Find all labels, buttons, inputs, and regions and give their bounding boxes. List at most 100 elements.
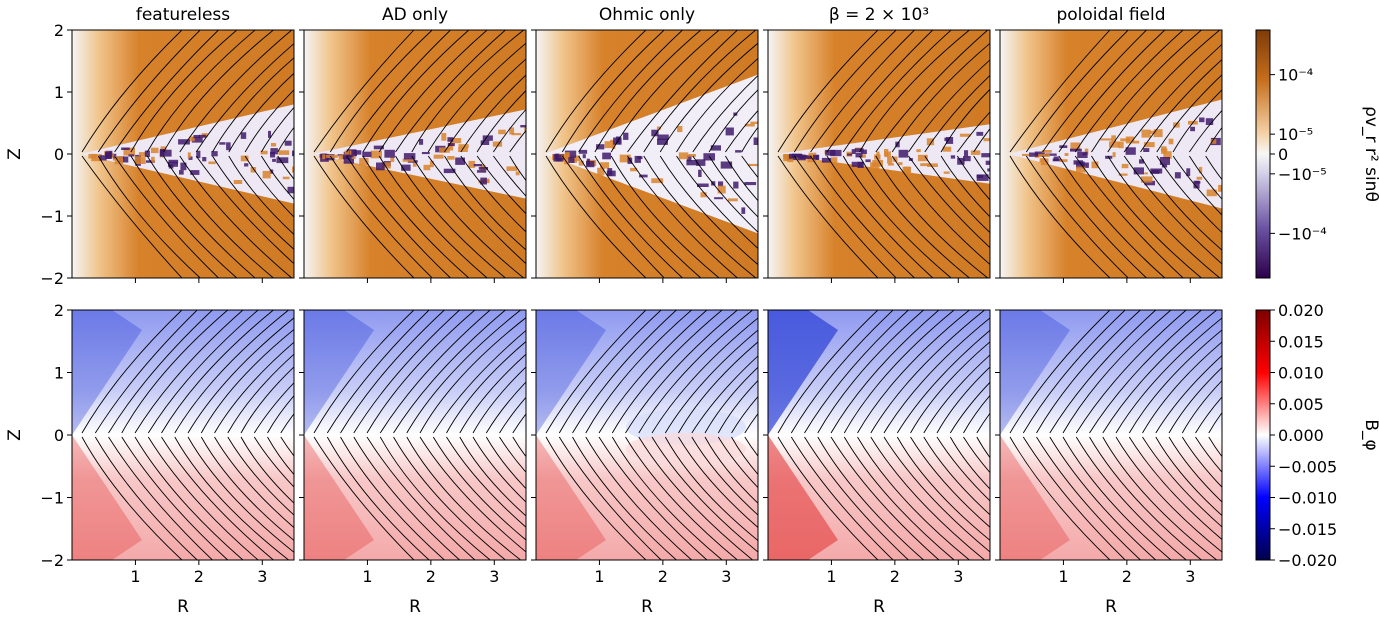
flow-cell bbox=[338, 154, 345, 160]
field-line bbox=[859, 155, 970, 278]
x-tick-label: 1 bbox=[1058, 567, 1068, 586]
field-line bbox=[195, 43, 294, 153]
field-line bbox=[460, 155, 526, 233]
flow-cell bbox=[322, 154, 326, 160]
flow-cell bbox=[718, 181, 724, 187]
field-line bbox=[1075, 436, 1187, 560]
flow-cell bbox=[191, 137, 203, 143]
field-line bbox=[572, 436, 677, 560]
field-line bbox=[326, 436, 430, 560]
flow-cell bbox=[578, 160, 584, 166]
field-line bbox=[1009, 30, 1111, 153]
disk-region bbox=[312, 109, 526, 199]
field-line bbox=[378, 155, 488, 278]
field-line bbox=[558, 436, 662, 560]
field-line bbox=[558, 310, 662, 434]
flow-cell bbox=[208, 161, 216, 165]
flow-cell bbox=[441, 133, 447, 141]
field-line bbox=[678, 436, 758, 529]
field-line bbox=[857, 436, 970, 560]
flow-cell bbox=[1125, 147, 1136, 155]
disk-region bbox=[80, 104, 294, 204]
flow-cell bbox=[198, 134, 207, 138]
colorbar-label: B_φ bbox=[1361, 419, 1379, 450]
x-tick-label: 2 bbox=[1122, 567, 1132, 586]
colorbar-tick-label: 0.005 bbox=[1278, 395, 1324, 414]
field-line bbox=[610, 155, 720, 278]
flow-cell bbox=[815, 154, 820, 160]
field-line bbox=[81, 436, 183, 560]
flow-cell bbox=[128, 154, 135, 157]
flow-cell bbox=[677, 126, 683, 133]
flow-cell bbox=[1149, 130, 1157, 134]
flow-cell bbox=[178, 139, 190, 145]
flow-cell bbox=[888, 163, 894, 166]
field-line bbox=[826, 155, 934, 278]
colorbar-tick-label: 10⁻⁴ bbox=[1278, 66, 1313, 85]
field-line bbox=[134, 436, 244, 560]
panel-0-4: poloidal field bbox=[995, 5, 1223, 283]
field-line bbox=[1189, 109, 1222, 153]
flow-cell bbox=[272, 158, 276, 162]
flow-cell bbox=[970, 150, 981, 155]
flow-cell bbox=[657, 134, 669, 140]
field-line bbox=[627, 155, 738, 278]
field-line bbox=[362, 30, 470, 153]
flow-cell bbox=[748, 163, 758, 167]
field-line bbox=[561, 155, 665, 278]
flow-cell bbox=[825, 149, 836, 156]
field-line bbox=[1058, 155, 1166, 278]
field-line bbox=[313, 30, 415, 153]
field-line bbox=[1128, 436, 1222, 541]
field-line bbox=[280, 436, 294, 457]
flow-cell bbox=[1084, 148, 1089, 155]
flow-cell bbox=[480, 140, 490, 145]
field-line bbox=[651, 317, 758, 434]
field-line bbox=[1049, 436, 1157, 560]
flow-cell bbox=[1076, 161, 1085, 169]
flow-cell bbox=[1210, 139, 1217, 144]
flow-cell bbox=[189, 136, 195, 142]
flow-cell bbox=[268, 130, 271, 138]
flow-cell bbox=[1144, 172, 1148, 175]
field-line bbox=[731, 395, 758, 434]
flow-cell bbox=[292, 166, 294, 173]
flow-cell bbox=[1109, 141, 1120, 148]
field-line bbox=[163, 30, 274, 153]
field-line bbox=[545, 436, 647, 560]
field-line bbox=[1049, 310, 1157, 434]
flow-cell bbox=[168, 164, 174, 169]
x-tick-label: 1 bbox=[594, 567, 604, 586]
field-line bbox=[114, 155, 219, 278]
flow-cell bbox=[151, 156, 155, 163]
field-line bbox=[804, 436, 909, 560]
flow-cell bbox=[477, 170, 487, 173]
flow-cell bbox=[851, 149, 856, 154]
flow-cell bbox=[421, 152, 430, 155]
flow-cell bbox=[433, 154, 444, 159]
field-line bbox=[366, 310, 476, 434]
field-line bbox=[908, 155, 990, 249]
flow-cell bbox=[1118, 173, 1128, 176]
field-line bbox=[896, 329, 990, 434]
flow-cell bbox=[1070, 142, 1081, 151]
flow-cell bbox=[196, 150, 201, 159]
flow-cell bbox=[482, 135, 493, 141]
field-line bbox=[578, 155, 683, 278]
flow-cell bbox=[99, 155, 107, 161]
field-line bbox=[353, 436, 460, 560]
field-line bbox=[908, 59, 990, 153]
flow-cell bbox=[226, 142, 231, 151]
field-line bbox=[353, 310, 460, 434]
field-line bbox=[81, 30, 183, 153]
field-line bbox=[857, 310, 970, 434]
field-line bbox=[444, 155, 526, 251]
flow-cell bbox=[1073, 160, 1083, 165]
field-line bbox=[611, 436, 723, 560]
flow-cell bbox=[1064, 153, 1069, 156]
flow-cell bbox=[698, 169, 702, 177]
field-line bbox=[810, 155, 915, 278]
field-line bbox=[973, 155, 990, 180]
disk-region bbox=[776, 124, 990, 184]
flow-cell bbox=[741, 207, 746, 214]
